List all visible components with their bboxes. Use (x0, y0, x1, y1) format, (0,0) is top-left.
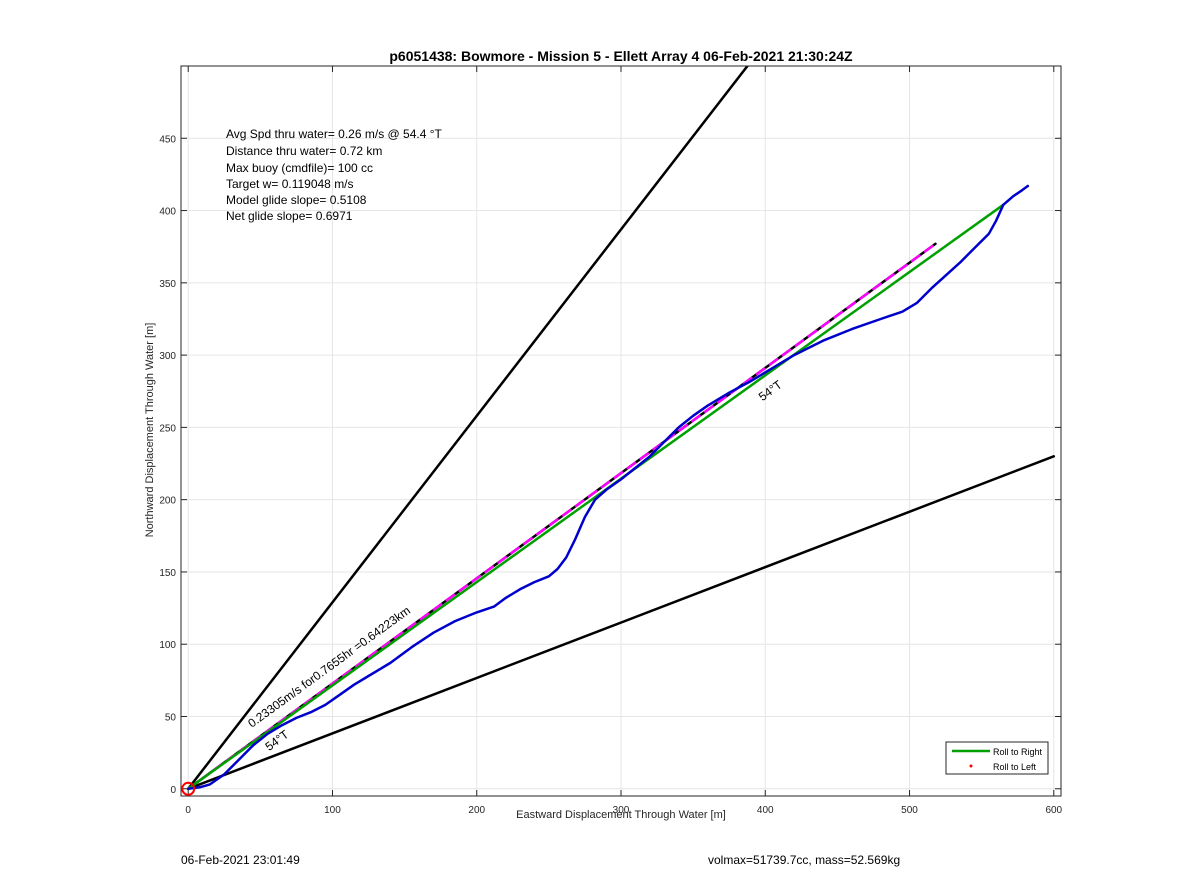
x-tick-label: 200 (468, 805, 485, 816)
legend: Roll to Right Roll to Left (945, 741, 1049, 775)
chart-title: p6051438: Bowmore - Mission 5 - Ellett A… (389, 48, 853, 64)
x-tick-label: 300 (613, 805, 630, 816)
series-line-4 (186, 203, 1005, 791)
legend-label-roll-right: Roll to Right (993, 747, 1043, 757)
x-tick-label: 600 (1045, 805, 1062, 816)
info-distance: Distance thru water= 0.72 km (226, 144, 382, 158)
info-model-glide-slope: Model glide slope= 0.5108 (226, 193, 367, 207)
y-tick-label: 400 (159, 207, 176, 218)
y-tick-label: 50 (165, 712, 177, 723)
y-tick-label: 150 (159, 568, 176, 579)
info-net-glide-slope: Net glide slope= 0.6971 (226, 209, 353, 223)
legend-dot-roll-left (969, 764, 973, 768)
y-axis-label: Northward Displacement Through Water [m] (144, 323, 156, 538)
series-line-3 (186, 242, 937, 791)
start-marker (181, 781, 196, 796)
info-target-w: Target w= 0.119048 m/s (226, 177, 354, 191)
y-tick-label: 450 (159, 134, 176, 145)
y-tick-label: 200 (159, 496, 176, 507)
info-box: Avg Spd thru water= 0.26 m/s @ 54.4 °T D… (226, 127, 443, 223)
info-max-buoy: Max buoy (cmdfile)= 100 cc (226, 161, 373, 175)
x-tick-label: 500 (901, 805, 918, 816)
grid (181, 66, 1061, 796)
y-tick-label: 100 (159, 640, 176, 651)
legend-label-roll-left: Roll to Left (993, 762, 1037, 772)
ticks: 0 100 200 300 400 500 600 0 50 100 150 200 250 300 350… (159, 66, 1063, 816)
info-avg-speed: Avg Spd thru water= 0.26 m/s @ 54.4 °T (226, 127, 443, 141)
series-line-1 (186, 455, 1056, 791)
x-tick-label: 100 (324, 805, 341, 816)
y-tick-label: 0 (170, 785, 176, 796)
x-tick-label: 0 (185, 805, 191, 816)
legend-box (945, 741, 1049, 775)
y-tick-label: 300 (159, 351, 176, 362)
footer-volmax-mass: volmax=51739.7cc, mass=52.569kg (708, 853, 901, 867)
series-layer (186, 66, 1056, 791)
x-axis-label: Eastward Displacement Through Water [m] (516, 809, 726, 821)
series-line-0 (186, 66, 750, 791)
y-tick-label: 350 (159, 279, 176, 290)
y-tick-label: 250 (159, 423, 176, 434)
footer-timestamp: 06-Feb-2021 23:01:49 (181, 853, 300, 867)
x-tick-label: 400 (757, 805, 774, 816)
series-line-5 (186, 184, 1030, 791)
